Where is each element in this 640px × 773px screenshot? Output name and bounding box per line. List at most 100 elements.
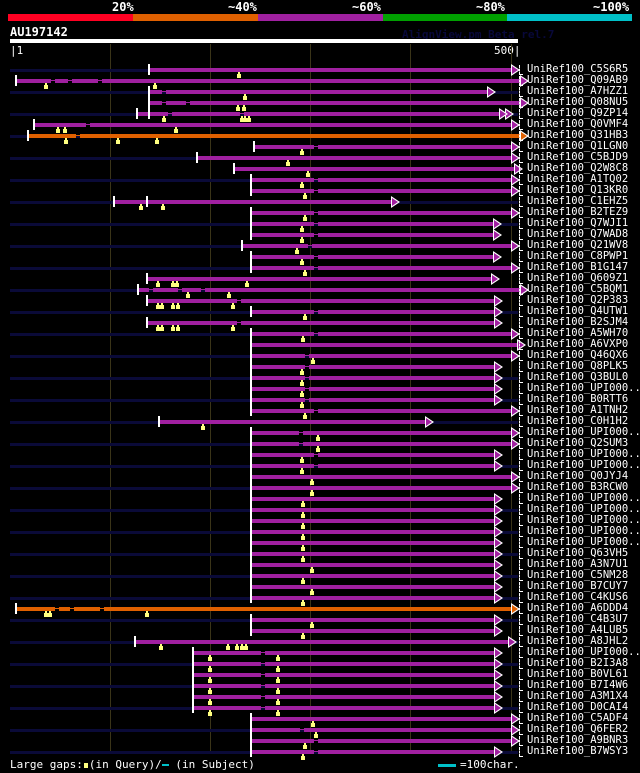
alignment-bar[interactable] <box>193 673 261 677</box>
hit-label[interactable]: UniRef100_Q63VH5 <box>527 547 629 559</box>
alignment-bar[interactable] <box>16 79 51 83</box>
hit-label[interactable]: UniRef100_A6VXP0 <box>527 338 629 350</box>
hit-label[interactable]: UniRef100_B7CUY7 <box>527 580 629 592</box>
alignment-bar[interactable] <box>251 387 305 391</box>
alignment-bar[interactable] <box>251 365 305 369</box>
alignment-bar[interactable] <box>135 640 508 644</box>
hit-label[interactable]: UniRef100_C5BQM1 <box>527 283 629 295</box>
hit-label[interactable]: UniRef100_Q3BUL0 <box>527 371 629 383</box>
alignment-bar[interactable] <box>251 442 299 446</box>
alignment-bar[interactable] <box>242 244 308 248</box>
alignment-bar[interactable] <box>251 310 314 314</box>
alignment-bar[interactable] <box>251 618 494 622</box>
alignment-bar[interactable] <box>251 629 494 633</box>
alignment-bar[interactable] <box>244 112 505 116</box>
hit-label[interactable]: UniRef100_UPI000.. <box>527 459 640 471</box>
hit-label[interactable]: UniRef100_B7I4W6 <box>527 679 629 691</box>
hit-label[interactable]: UniRef100_UPI000.. <box>527 525 640 537</box>
alignment-bar[interactable] <box>104 607 511 611</box>
hit-label[interactable]: UniRef100_Q46QX6 <box>527 349 629 361</box>
hit-label[interactable]: UniRef100_A4LUB5 <box>527 624 629 636</box>
hit-label[interactable]: UniRef100_A1TQ02 <box>527 173 629 185</box>
hit-label[interactable]: UniRef100_Q4UTW1 <box>527 305 629 317</box>
alignment-bar[interactable] <box>205 288 520 292</box>
alignment-bar[interactable] <box>149 101 162 105</box>
hit-label[interactable]: UniRef100_B0RTT6 <box>527 393 629 405</box>
hit-label[interactable]: UniRef100_UPI000.. <box>527 646 640 658</box>
hit-label[interactable]: UniRef100_Q7WJI1 <box>527 217 629 229</box>
alignment-bar[interactable] <box>309 365 494 369</box>
alignment-bar[interactable] <box>318 189 511 193</box>
alignment-bar[interactable] <box>251 739 314 743</box>
alignment-bar[interactable] <box>251 222 314 226</box>
alignment-bar[interactable] <box>193 706 261 710</box>
hit-label[interactable]: UniRef100_Q9ZP14 <box>527 107 629 119</box>
alignment-bar[interactable] <box>251 233 314 237</box>
alignment-bar[interactable] <box>149 90 162 94</box>
hit-label[interactable]: UniRef100_B2TEZ9 <box>527 206 629 218</box>
hit-label[interactable]: UniRef100_C5BJD9 <box>527 151 629 163</box>
alignment-bar[interactable] <box>318 464 494 468</box>
hit-label[interactable]: UniRef100_UPI000.. <box>527 426 640 438</box>
hit-label[interactable]: UniRef100_Q7WAD8 <box>527 228 629 240</box>
alignment-bar[interactable] <box>309 376 494 380</box>
alignment-bar[interactable] <box>251 585 494 589</box>
hit-label[interactable]: UniRef100_C1EHZ5 <box>527 195 629 207</box>
hit-label[interactable]: UniRef100_B0VL61 <box>527 668 629 680</box>
alignment-bar[interactable] <box>251 750 314 754</box>
hit-label[interactable]: UniRef100_UPI000.. <box>527 492 640 504</box>
alignment-bar[interactable] <box>137 112 168 116</box>
alignment-bar[interactable] <box>251 189 314 193</box>
alignment-bar[interactable] <box>241 321 494 325</box>
alignment-bar[interactable] <box>254 145 314 149</box>
alignment-bar[interactable] <box>318 255 493 259</box>
alignment-bar[interactable] <box>59 607 70 611</box>
alignment-bar[interactable] <box>172 112 240 116</box>
hit-label[interactable]: UniRef100_C8PWP1 <box>527 250 629 262</box>
alignment-bar[interactable] <box>251 343 517 347</box>
alignment-bar[interactable] <box>265 706 494 710</box>
alignment-bar[interactable] <box>114 200 391 204</box>
alignment-bar[interactable] <box>251 398 305 402</box>
hit-label[interactable]: UniRef100_A8JHL2 <box>527 635 629 647</box>
alignment-bar[interactable] <box>309 387 494 391</box>
alignment-bar[interactable] <box>251 486 511 490</box>
alignment-bar[interactable] <box>318 750 494 754</box>
alignment-bar[interactable] <box>303 442 511 446</box>
alignment-bar[interactable] <box>265 651 494 655</box>
hit-label[interactable]: UniRef100_A9BNR3 <box>527 734 629 746</box>
hit-label[interactable]: UniRef100_A5WH70 <box>527 327 629 339</box>
alignment-bar[interactable] <box>251 563 494 567</box>
hit-label[interactable]: UniRef100_Q2SUM3 <box>527 437 629 449</box>
alignment-bar[interactable] <box>74 607 100 611</box>
hit-label[interactable]: UniRef100_C4B3U7 <box>527 613 629 625</box>
alignment-bar[interactable] <box>193 651 261 655</box>
hit-label[interactable]: UniRef100_Q13KR0 <box>527 184 629 196</box>
alignment-bar[interactable] <box>153 288 178 292</box>
alignment-bar[interactable] <box>309 354 511 358</box>
alignment-bar[interactable] <box>318 332 511 336</box>
hit-label[interactable]: UniRef100_UPI000.. <box>527 382 640 394</box>
alignment-bar[interactable] <box>251 596 494 600</box>
alignment-bar[interactable] <box>251 332 314 336</box>
alignment-bar[interactable] <box>251 574 494 578</box>
alignment-bar[interactable] <box>309 398 494 402</box>
alignment-bar[interactable] <box>251 376 305 380</box>
alignment-bar[interactable] <box>251 409 314 413</box>
alignment-bar[interactable] <box>318 222 493 226</box>
alignment-bar[interactable] <box>265 684 494 688</box>
alignment-bar[interactable] <box>312 244 511 248</box>
alignment-bar[interactable] <box>190 101 520 105</box>
hit-label[interactable]: UniRef100_Q6FER2 <box>527 723 629 735</box>
alignment-bar[interactable] <box>138 288 149 292</box>
hit-label[interactable]: UniRef100_Q21WV8 <box>527 239 629 251</box>
alignment-bar[interactable] <box>251 475 511 479</box>
alignment-bar[interactable] <box>251 552 494 556</box>
alignment-bar[interactable] <box>197 156 511 160</box>
alignment-bar[interactable] <box>251 497 494 501</box>
hit-label[interactable]: UniRef100_Q2W8C8 <box>527 162 629 174</box>
alignment-bar[interactable] <box>166 101 186 105</box>
alignment-bar[interactable] <box>318 266 511 270</box>
alignment-bar[interactable] <box>251 541 494 545</box>
alignment-bar[interactable] <box>193 695 261 699</box>
